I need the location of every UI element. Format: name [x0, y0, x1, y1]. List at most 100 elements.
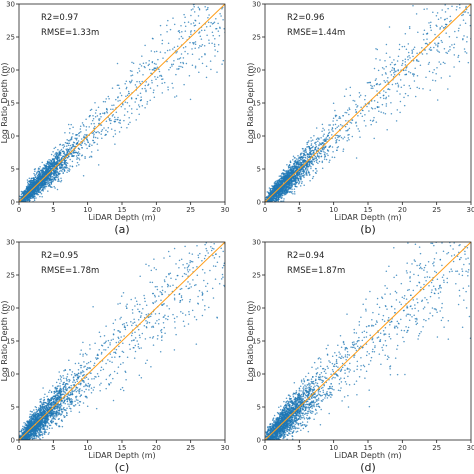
scatter-point	[118, 131, 121, 133]
scatter-point	[167, 19, 169, 22]
scatter-point	[119, 302, 121, 305]
scatter-point	[50, 153, 53, 156]
scatter-point	[397, 86, 400, 88]
scatter-point	[315, 145, 318, 148]
scatter-point	[81, 142, 83, 145]
scatter-point	[75, 139, 78, 141]
scatter-point	[296, 161, 299, 163]
scatter-point	[86, 139, 89, 142]
scatter-point	[172, 48, 174, 50]
scatter-point	[465, 52, 468, 54]
scatter-point	[342, 148, 345, 150]
scatter-point	[381, 103, 384, 106]
scatter-point	[151, 37, 154, 40]
scatter-point	[360, 106, 362, 108]
scatter-point	[57, 174, 59, 176]
scatter-point	[60, 376, 63, 378]
scatter-point	[80, 144, 83, 146]
scatter-point	[217, 30, 220, 32]
scatter-point	[307, 171, 310, 174]
scatter-point	[24, 199, 27, 201]
y-tick-label: 10	[252, 133, 261, 141]
scatter-point	[266, 191, 269, 193]
scatter-point	[317, 162, 319, 164]
scatter-point	[66, 148, 69, 150]
scatter-point	[207, 6, 209, 9]
scatter-point	[379, 59, 381, 61]
scatter-point	[381, 74, 384, 76]
scatter-point	[272, 199, 275, 202]
x-tick-label: 20	[398, 206, 407, 214]
scatter-point	[391, 61, 393, 64]
scatter-point	[52, 165, 54, 168]
scatter-point	[406, 56, 409, 58]
scatter-point	[178, 38, 180, 40]
scatter-point	[22, 194, 25, 197]
scatter-point	[331, 156, 334, 158]
scatter-point	[411, 49, 413, 52]
scatter-point	[152, 91, 155, 94]
scatter-point	[76, 142, 79, 145]
scatter-point	[310, 162, 313, 164]
scatter-point	[288, 191, 291, 193]
scatter-point	[38, 183, 40, 186]
scatter-point	[41, 196, 43, 198]
scatter-point	[204, 53, 206, 55]
scatter-point	[110, 108, 112, 111]
scatter-point	[145, 62, 147, 64]
scatter-point	[308, 146, 311, 148]
scatter-point	[445, 32, 447, 34]
scatter-point	[35, 180, 38, 183]
scatter-point	[61, 164, 63, 166]
scatter-point	[280, 175, 282, 177]
scatter-point	[385, 43, 388, 46]
scatter-point	[393, 74, 396, 76]
scatter-point	[64, 160, 66, 162]
scatter-point	[323, 147, 326, 150]
scatter-point	[95, 131, 97, 134]
scatter-point	[71, 165, 74, 168]
scatter-point	[291, 180, 294, 182]
scatter-point	[56, 161, 58, 164]
scatter-point	[306, 166, 308, 169]
scatter-point	[188, 35, 191, 38]
scatter-point	[121, 103, 124, 105]
scatter-point	[62, 144, 65, 146]
scatter-point	[372, 87, 374, 90]
scatter-point	[294, 175, 297, 177]
scatter-point	[203, 29, 206, 31]
scatter-point	[52, 178, 54, 180]
scatter-point	[308, 174, 311, 176]
scatter-point	[35, 176, 37, 178]
scatter-point	[316, 159, 318, 161]
scatter-point	[459, 6, 461, 9]
scatter-point	[438, 61, 440, 63]
scatter-point	[292, 178, 294, 181]
scatter-point	[33, 182, 36, 184]
reference-line	[19, 4, 225, 202]
scatter-point	[23, 197, 26, 200]
scatter-point	[288, 173, 291, 175]
scatter-point	[184, 50, 186, 53]
scatter-point	[311, 146, 314, 149]
scatter-point	[412, 55, 414, 58]
scatter-point	[282, 191, 284, 194]
scatter-point	[213, 21, 216, 23]
scatter-point	[292, 171, 295, 173]
scatter-point	[62, 155, 64, 157]
scatter-point	[137, 104, 140, 106]
scatter-point	[115, 98, 117, 101]
scatter-point	[324, 146, 326, 148]
scatter-point	[287, 188, 289, 190]
scatter-point	[405, 73, 407, 76]
scatter-point	[430, 29, 432, 31]
scatter-point	[368, 103, 370, 105]
scatter-point	[61, 168, 64, 171]
scatter-point	[72, 143, 74, 146]
scatter-point	[106, 130, 109, 133]
scatter-point	[59, 143, 61, 146]
scatter-point	[71, 160, 74, 163]
scatter-point	[110, 119, 112, 122]
scatter-point	[177, 58, 179, 60]
scatter-point	[65, 167, 68, 169]
